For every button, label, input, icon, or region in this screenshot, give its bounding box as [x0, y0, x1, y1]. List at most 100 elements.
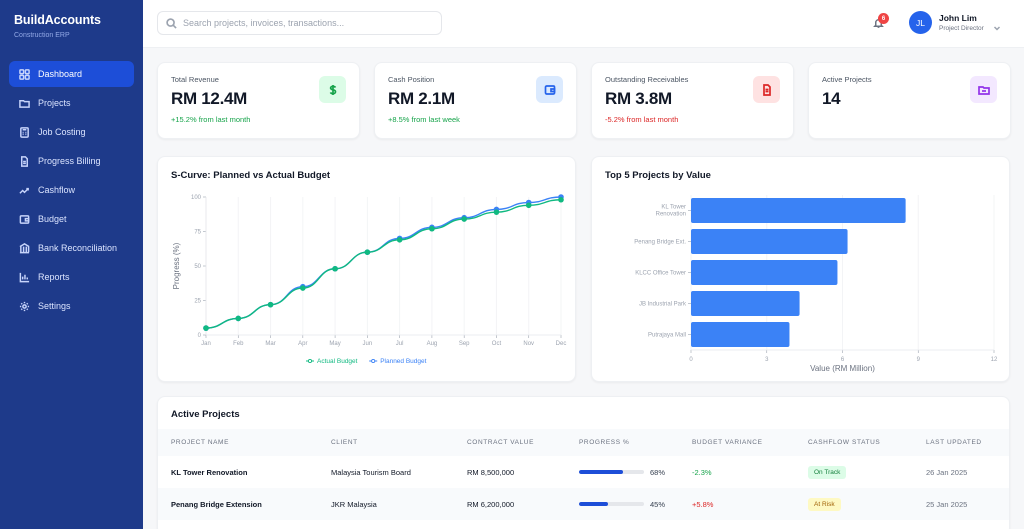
svg-text:JB Industrial Park: JB Industrial Park	[639, 302, 687, 308]
stat-label: Active Projects	[822, 75, 872, 84]
sidebar-item-label: Progress Billing	[38, 156, 101, 166]
project-name[interactable]: Penang Bridge Extension	[158, 488, 318, 520]
user-name: John Lim	[939, 13, 977, 23]
chevron-down-icon	[993, 19, 1001, 31]
last-updated: 25 Jan 2025	[913, 488, 1009, 520]
table-header-row: PROJECT NAME CLIENT CONTRACT VALUE PROGR…	[158, 429, 1009, 456]
column-header-cashflow-status[interactable]: CASHFLOW STATUS	[795, 429, 913, 456]
sidebar-item-label: Projects	[38, 98, 71, 108]
sidebar-item-reports[interactable]: Reports	[9, 264, 134, 290]
budget-variance: +5.8%	[679, 488, 795, 520]
column-header-last-updated[interactable]: LAST UPDATED	[913, 429, 1009, 456]
svg-text:6: 6	[841, 357, 845, 363]
chart-title: Top 5 Projects by Value	[605, 170, 711, 181]
status-badge: At Risk	[808, 497, 841, 511]
column-header-progress[interactable]: PROGRESS %	[566, 429, 679, 456]
table-row[interactable]: KL Tower Renovation Malaysia Tourism Boa…	[158, 456, 1009, 488]
svg-text:Actual Budget: Actual Budget	[317, 358, 358, 365]
svg-text:Mar: Mar	[265, 341, 275, 347]
svg-text:Nov: Nov	[523, 341, 534, 347]
user-menu[interactable]: JL John Lim Project Director	[909, 11, 1001, 34]
stat-delta: -5.2% from last month	[605, 115, 679, 124]
bar-chart-icon	[18, 271, 30, 283]
column-header-budget-variance[interactable]: BUDGET VARIANCE	[679, 429, 795, 456]
search-icon	[166, 17, 177, 29]
sidebar-nav: Dashboard Projects Job Costing Progress …	[0, 58, 143, 325]
svg-text:3: 3	[765, 357, 769, 363]
table-title: Active Projects	[171, 409, 240, 420]
top-header: 6 JL John Lim Project Director	[143, 0, 1024, 48]
svg-text:Putrajaya Mall: Putrajaya Mall	[648, 333, 686, 339]
svg-text:9: 9	[917, 357, 921, 363]
svg-text:50: 50	[194, 264, 201, 270]
sidebar-item-label: Dashboard	[38, 69, 83, 79]
trending-up-icon	[18, 184, 30, 196]
cashflow-status-cell: On Track	[795, 456, 913, 488]
stat-card-total-revenue: Total Revenue RM 12.4M +15.2% from last …	[157, 62, 360, 139]
brand-subtitle: Construction ERP	[14, 32, 70, 39]
svg-text:0: 0	[689, 357, 693, 363]
stat-delta: +15.2% from last month	[171, 115, 251, 124]
sidebar-item-label: Bank Reconciliation	[38, 243, 118, 253]
search-input[interactable]	[183, 18, 433, 28]
sidebar-item-bank-reconciliation[interactable]: Bank Reconciliation	[9, 235, 134, 261]
sidebar: BuildAccounts Construction ERP Dashboard…	[0, 0, 143, 529]
dashboard-grid-icon	[18, 68, 30, 80]
sidebar-item-job-costing[interactable]: Job Costing	[9, 119, 134, 145]
client: JKR Malaysia	[318, 488, 454, 520]
stat-label: Cash Position	[388, 75, 435, 84]
avatar: JL	[909, 11, 932, 34]
folder-icon	[970, 76, 997, 103]
sidebar-item-label: Reports	[38, 272, 70, 282]
search-box[interactable]	[157, 11, 442, 35]
stat-value: 14	[822, 89, 841, 108]
svg-text:Renovation: Renovation	[656, 212, 686, 218]
progress-bar-fill	[579, 470, 624, 474]
sidebar-item-budget[interactable]: Budget	[9, 206, 134, 232]
svg-text:Value (RM Million): Value (RM Million)	[810, 364, 875, 373]
wallet-icon	[18, 213, 30, 225]
budget-variance: -2.3%	[692, 467, 712, 477]
progress-cell: 68%	[566, 456, 679, 488]
stat-card-cash-position: Cash Position RM 2.1M +8.5% from last we…	[374, 62, 577, 139]
svg-text:75: 75	[194, 230, 201, 236]
sidebar-item-label: Cashflow	[38, 185, 76, 195]
active-projects-table: PROJECT NAME CLIENT CONTRACT VALUE PROGR…	[158, 429, 1009, 520]
top-projects-chart-card: Top 5 Projects by Value 0 3 6 9 12 KL Tower Re…	[591, 156, 1010, 382]
stat-value: RM 3.8M	[605, 89, 672, 108]
s-curve-chart-card: S-Curve: Planned vs Actual Budget Jan Feb…	[157, 156, 576, 382]
client: Malaysia Tourism Board	[331, 467, 411, 477]
sidebar-item-label: Job Costing	[38, 127, 86, 137]
svg-text:Jul: Jul	[396, 341, 404, 347]
column-header-contract-value[interactable]: CONTRACT VALUE	[454, 429, 566, 456]
column-header-project-name[interactable]: PROJECT NAME	[158, 429, 318, 456]
sidebar-item-projects[interactable]: Projects	[9, 90, 134, 116]
chart-title: S-Curve: Planned vs Actual Budget	[171, 170, 331, 181]
stat-card-outstanding-receivables: Outstanding Receivables RM 3.8M -5.2% fr…	[591, 62, 794, 139]
column-header-client[interactable]: CLIENT	[318, 429, 454, 456]
svg-text:KLCC Office Tower: KLCC Office Tower	[635, 271, 686, 277]
active-projects-card: Active Projects PROJECT NAME CLIENT CONT…	[157, 396, 1010, 529]
stat-delta: +8.5% from last week	[388, 115, 460, 124]
bank-icon	[18, 242, 30, 254]
svg-text:Planned Budget: Planned Budget	[380, 358, 426, 365]
svg-text:12: 12	[991, 357, 998, 363]
brand-title: BuildAccounts	[14, 13, 101, 27]
sidebar-item-settings[interactable]: Settings	[9, 293, 134, 319]
user-role: Project Director	[939, 25, 984, 32]
invoice-icon	[753, 76, 780, 103]
progress-bar-fill	[579, 502, 609, 506]
sidebar-item-cashflow[interactable]: Cashflow	[9, 177, 134, 203]
svg-text:May: May	[329, 341, 340, 347]
sidebar-item-progress-billing[interactable]: Progress Billing	[9, 148, 134, 174]
notifications-button[interactable]: 6	[873, 13, 889, 30]
table-row[interactable]: Penang Bridge Extension JKR Malaysia RM …	[158, 488, 1009, 520]
svg-text:KL Tower: KL Tower	[661, 205, 686, 211]
svg-text:Apr: Apr	[298, 341, 307, 347]
svg-text:0: 0	[198, 333, 202, 339]
progress-percent: 45%	[650, 499, 666, 509]
sidebar-item-dashboard[interactable]: Dashboard	[9, 61, 134, 87]
status-badge: On Track	[808, 465, 847, 479]
gear-icon	[18, 300, 30, 312]
project-name[interactable]: KL Tower Renovation	[171, 467, 248, 477]
